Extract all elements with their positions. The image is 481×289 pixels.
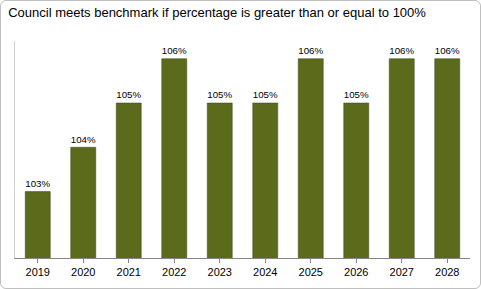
svg-text:106%: 106% bbox=[162, 45, 187, 56]
svg-text:2020: 2020 bbox=[71, 266, 95, 278]
svg-text:2026: 2026 bbox=[344, 266, 368, 278]
svg-text:2019: 2019 bbox=[26, 266, 50, 278]
svg-text:106%: 106% bbox=[389, 45, 414, 56]
svg-text:2027: 2027 bbox=[390, 266, 414, 278]
svg-text:2022: 2022 bbox=[162, 266, 186, 278]
svg-text:2025: 2025 bbox=[299, 266, 323, 278]
svg-text:2021: 2021 bbox=[117, 266, 141, 278]
svg-text:2028: 2028 bbox=[435, 266, 459, 278]
svg-text:2024: 2024 bbox=[253, 266, 277, 278]
svg-text:105%: 105% bbox=[344, 89, 369, 100]
svg-text:106%: 106% bbox=[435, 45, 460, 56]
svg-text:106%: 106% bbox=[298, 45, 323, 56]
svg-text:105%: 105% bbox=[116, 89, 141, 100]
svg-text:Council meets benchmark if per: Council meets benchmark if percentage is… bbox=[8, 5, 426, 20]
svg-text:105%: 105% bbox=[253, 89, 278, 100]
svg-text:104%: 104% bbox=[71, 134, 96, 145]
svg-text:2023: 2023 bbox=[208, 266, 232, 278]
svg-text:105%: 105% bbox=[207, 89, 232, 100]
svg-text:103%: 103% bbox=[25, 178, 50, 189]
